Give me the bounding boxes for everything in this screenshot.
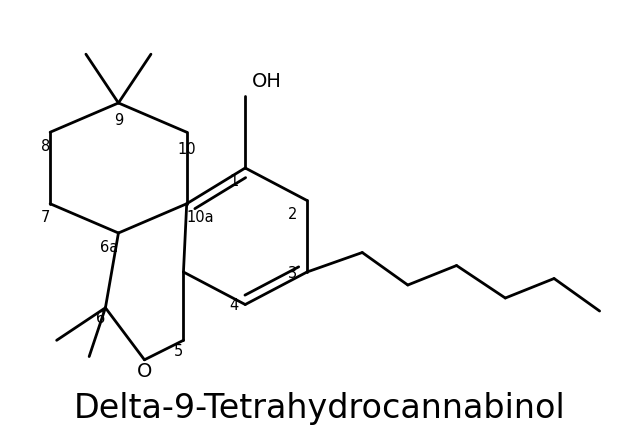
Text: 10a: 10a [187, 210, 214, 225]
Text: 3: 3 [288, 265, 297, 281]
Text: 1: 1 [230, 175, 239, 190]
Text: 6: 6 [96, 311, 106, 326]
Text: 4: 4 [230, 298, 239, 313]
Text: 8: 8 [41, 139, 50, 154]
Text: Delta-9-Tetrahydrocannabinol: Delta-9-Tetrahydrocannabinol [74, 392, 566, 425]
Text: 10: 10 [177, 142, 196, 157]
Text: 2: 2 [288, 207, 297, 222]
Text: 5: 5 [174, 344, 184, 359]
Text: O: O [137, 362, 152, 381]
Text: OH: OH [252, 72, 282, 91]
Text: 7: 7 [41, 210, 50, 225]
Text: 6a: 6a [100, 239, 118, 254]
Text: 9: 9 [114, 113, 123, 128]
